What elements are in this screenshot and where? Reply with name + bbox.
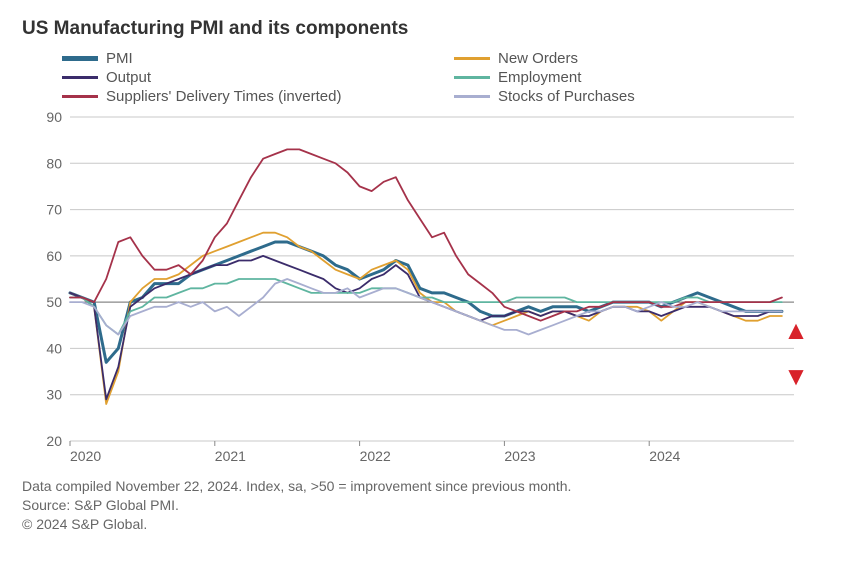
legend-swatch-icon — [454, 95, 490, 98]
footnote-line: Data compiled November 22, 2024. Index, … — [22, 477, 826, 496]
footnote-line: Source: S&P Global PMI. — [22, 496, 826, 515]
legend-item-employment: Employment — [454, 69, 826, 86]
footnote-line: © 2024 S&P Global. — [22, 515, 826, 534]
x-tick-label: 2020 — [70, 448, 101, 464]
legend: PMI New Orders Output Employment Suppliers' … — [22, 50, 826, 105]
series-line-stocks — [70, 279, 782, 335]
footnote: Data compiled November 22, 2024. Index, … — [22, 477, 826, 534]
x-tick-label: 2024 — [649, 448, 680, 464]
legend-label: New Orders — [498, 50, 578, 67]
series-line-delivery — [70, 149, 782, 320]
arrow-up-icon: ▲ — [783, 317, 809, 343]
y-tick-label: 60 — [46, 248, 62, 264]
arrow-down-icon: ▼ — [783, 363, 809, 389]
legend-label: PMI — [106, 50, 133, 67]
legend-item-pmi: PMI — [62, 50, 434, 67]
legend-swatch-icon — [454, 76, 490, 79]
legend-swatch-icon — [62, 56, 98, 61]
legend-swatch-icon — [454, 57, 490, 60]
y-tick-label: 30 — [46, 387, 62, 403]
y-tick-label: 90 — [46, 109, 62, 125]
legend-item-delivery: Suppliers' Delivery Times (inverted) — [62, 88, 434, 105]
legend-label: Output — [106, 69, 151, 86]
y-tick-label: 80 — [46, 155, 62, 171]
chart-holder: 20 30 40 50 60 70 80 90 2020 2021 2022 2023 2024 ▲ ▼ — [22, 109, 826, 469]
series-line-output — [70, 256, 782, 399]
legend-label: Employment — [498, 69, 581, 86]
y-tick-label: 40 — [46, 340, 62, 356]
x-tick-label: 2021 — [215, 448, 246, 464]
x-tick-label: 2023 — [504, 448, 535, 464]
chart-title: US Manufacturing PMI and its components — [22, 18, 826, 40]
legend-swatch-icon — [62, 95, 98, 98]
x-tick-label: 2022 — [360, 448, 391, 464]
y-tick-label: 70 — [46, 202, 62, 218]
legend-label: Suppliers' Delivery Times (inverted) — [106, 88, 341, 105]
y-tick-label: 50 — [46, 294, 62, 310]
legend-label: Stocks of Purchases — [498, 88, 635, 105]
legend-swatch-icon — [62, 76, 98, 79]
y-tick-label: 20 — [46, 433, 62, 449]
pmi-line-chart: 20 30 40 50 60 70 80 90 2020 2021 2022 2023 2024 — [22, 109, 812, 469]
series-line-new_orders — [70, 233, 782, 404]
legend-item-stocks: Stocks of Purchases — [454, 88, 826, 105]
legend-item-new_orders: New Orders — [454, 50, 826, 67]
legend-item-output: Output — [62, 69, 434, 86]
